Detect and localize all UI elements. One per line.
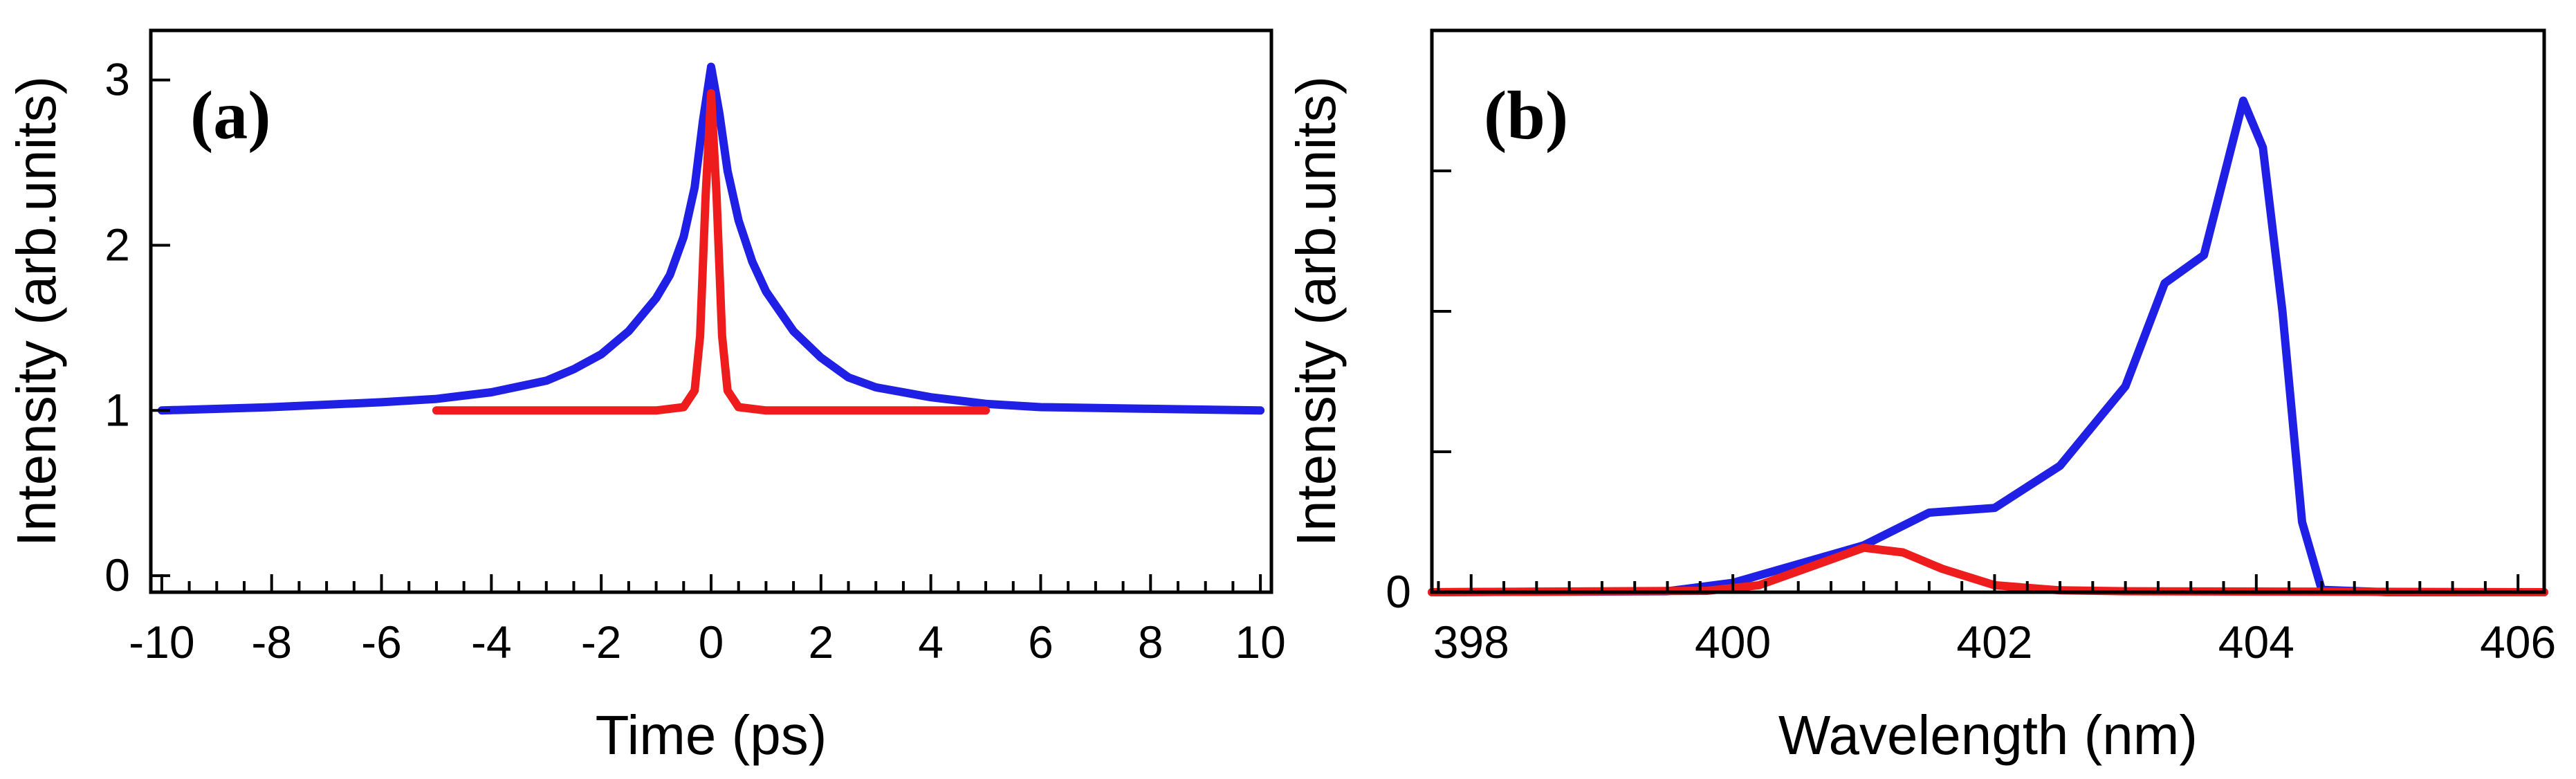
x-tick-label-a: 10 <box>1235 616 1285 668</box>
y-tick-label-a: 2 <box>104 219 130 270</box>
x-tick-label-a: -8 <box>251 616 292 668</box>
x-tick-label-a: -6 <box>361 616 402 668</box>
y-axis-label-a: Intensity (arb.units) <box>6 76 67 547</box>
x-tick-label-a: -2 <box>581 616 622 668</box>
y-tick-label-b: 0 <box>1386 566 1411 617</box>
x-tick-label-a: 2 <box>808 616 834 668</box>
x-tick-label-a: 8 <box>1138 616 1163 668</box>
series-line-b-red <box>1428 543 2548 596</box>
x-tick-label-a: 4 <box>918 616 944 668</box>
panel-label-a: (a) <box>190 77 271 154</box>
x-tick-label-b: 400 <box>1695 616 1771 668</box>
x-tick-label-a: -4 <box>471 616 512 668</box>
y-tick-label-a: 0 <box>104 549 130 601</box>
x-axis-label-a: Time (ps) <box>596 704 827 766</box>
x-tick-label-a: -10 <box>129 616 194 668</box>
x-tick-label-b: 402 <box>1956 616 2032 668</box>
series-line-a-red <box>432 89 991 415</box>
x-tick-label-b: 398 <box>1433 616 1509 668</box>
chart-panel-a: -10 -8 -6 -4 -2 0 2 4 6 8 10 0 1 2 3 (a) Time (ps) Int… <box>6 28 1286 766</box>
y-tick-label-a: 3 <box>104 54 130 105</box>
x-tick-label-a: 6 <box>1028 616 1054 668</box>
x-tick-label-a: 0 <box>699 616 724 668</box>
series-line-a-blue <box>157 62 1265 415</box>
x-axis-label-b: Wavelength (nm) <box>1778 704 2198 766</box>
series-line-b-blue <box>1428 96 2548 596</box>
x-tick-label-b: 404 <box>2218 616 2294 668</box>
y-tick-label-a: 1 <box>104 384 130 435</box>
chart-panel-b: 398 400 402 404 406 0 (b) Wavelength (nm) Int… <box>1285 28 2556 766</box>
y-axis-label-b: Intensity (arb.units) <box>1285 76 1347 547</box>
panel-label-b: (b) <box>1484 77 1568 154</box>
x-tick-label-b: 406 <box>2480 616 2556 668</box>
